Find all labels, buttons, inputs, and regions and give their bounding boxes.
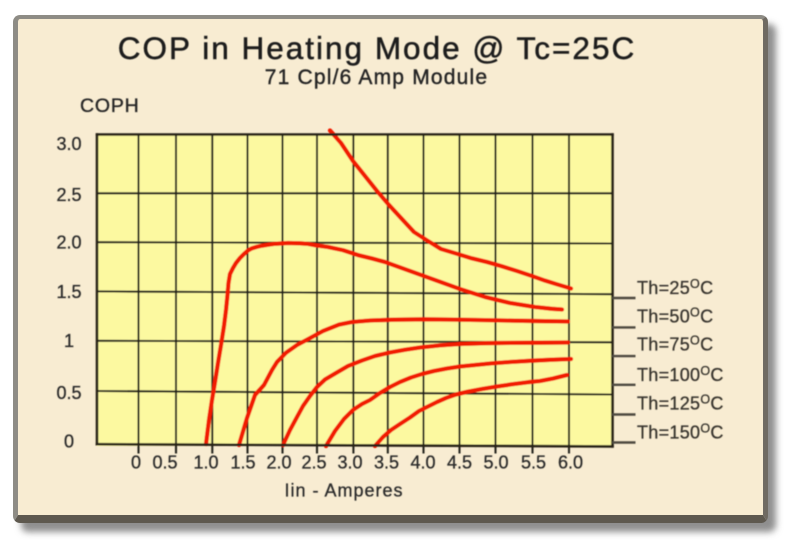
svg-text:5.0: 5.0 bbox=[483, 453, 508, 473]
svg-text:1.5: 1.5 bbox=[230, 453, 255, 473]
svg-text:COP in Heating Mode @ Tc=25C: COP in Heating Mode @ Tc=25C bbox=[118, 30, 636, 66]
svg-text:4.0: 4.0 bbox=[410, 453, 435, 473]
svg-text:3.0: 3.0 bbox=[56, 134, 81, 154]
svg-text:4.5: 4.5 bbox=[447, 453, 472, 473]
svg-text:2.5: 2.5 bbox=[56, 185, 81, 205]
svg-text:1.0: 1.0 bbox=[193, 453, 218, 473]
svg-text:1.5: 1.5 bbox=[56, 282, 81, 302]
svg-text:0: 0 bbox=[131, 453, 141, 473]
svg-text:Th=125OC: Th=125OC bbox=[637, 393, 724, 414]
svg-text:Iin - Amperes: Iin - Amperes bbox=[284, 481, 403, 501]
svg-text:0.5: 0.5 bbox=[152, 453, 177, 473]
svg-text:Th=150OC: Th=150OC bbox=[637, 421, 724, 442]
svg-text:5.5: 5.5 bbox=[521, 453, 546, 473]
svg-text:Th=75OC: Th=75OC bbox=[637, 334, 713, 355]
svg-text:71 Cpl/6 Amp Module: 71 Cpl/6 Amp Module bbox=[265, 66, 489, 89]
svg-text:0.5: 0.5 bbox=[56, 383, 81, 403]
svg-text:Th=50OC: Th=50OC bbox=[637, 306, 713, 327]
svg-text:Th=25OC: Th=25OC bbox=[637, 277, 713, 298]
svg-text:1: 1 bbox=[64, 331, 74, 351]
svg-text:6.0: 6.0 bbox=[558, 453, 583, 473]
svg-text:Th=100OC: Th=100OC bbox=[637, 364, 724, 385]
svg-text:COPH: COPH bbox=[80, 95, 140, 117]
svg-text:2.0: 2.0 bbox=[266, 453, 291, 473]
svg-text:3.0: 3.0 bbox=[337, 453, 362, 473]
svg-text:3.5: 3.5 bbox=[374, 453, 399, 473]
svg-text:2.0: 2.0 bbox=[56, 233, 81, 253]
svg-text:2.5: 2.5 bbox=[301, 453, 326, 473]
svg-text:0: 0 bbox=[64, 432, 74, 452]
